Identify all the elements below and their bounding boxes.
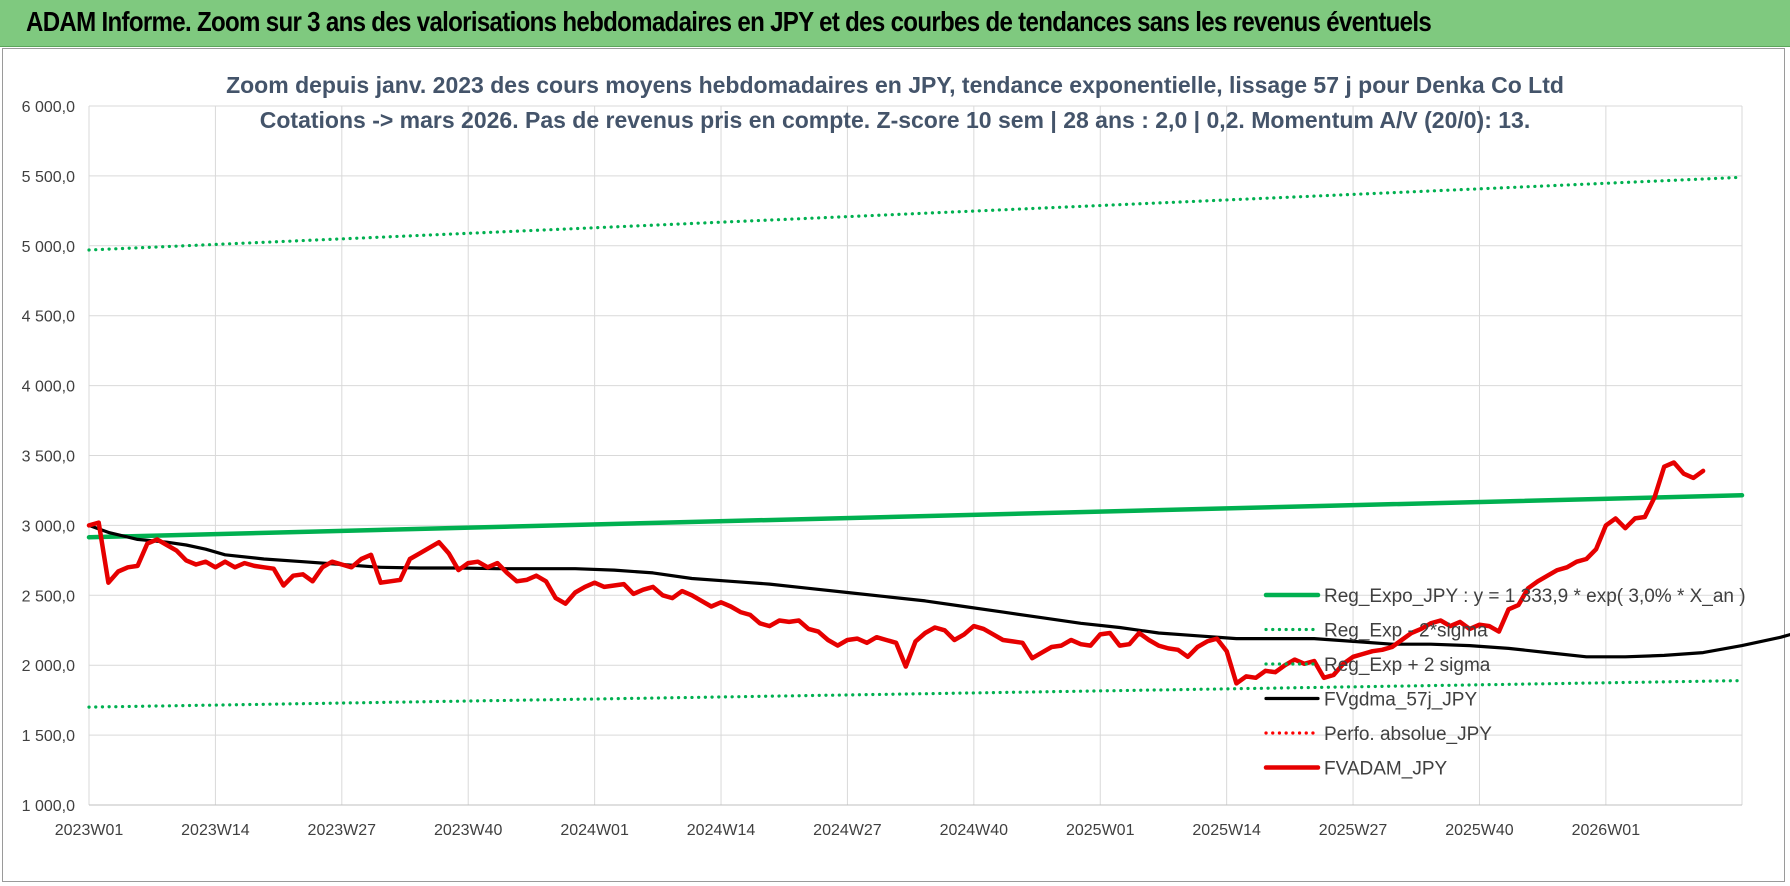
y-tick-label: 6 000,0 [22, 99, 75, 116]
legend-label-4: Perfo. absolue_JPY [1324, 724, 1492, 745]
legend-label-1: Reg_Exp - 2*sigma [1324, 621, 1488, 642]
y-tick-label: 1 000,0 [22, 798, 75, 815]
x-tick-label: 2024W27 [813, 822, 882, 839]
x-tick-label: 2025W01 [1066, 822, 1135, 839]
series-line-1 [87, 679, 1744, 709]
legend-label-3: FVgdma_57j_JPY [1324, 690, 1477, 711]
x-tick-label: 2023W14 [181, 822, 250, 839]
gridlines [88, 105, 1743, 806]
report-title: ADAM Informe. Zoom sur 3 ans des valoris… [26, 6, 1432, 37]
x-tick-label: 2023W27 [308, 822, 377, 839]
legend-label-0: Reg_Expo_JPY : y = 1 333,9 * exp( 3,0% *… [1324, 586, 1746, 607]
series-line-0 [86, 493, 1745, 540]
x-axis-ticks: 2023W01 2023W14 2023W27 2023W40 2024W01 2024W… [55, 822, 1640, 839]
legend: Reg_Expo_JPY : y = 1 333,9 * exp( 3,0% *… [1263, 586, 1746, 780]
x-tick-label: 2024W40 [940, 822, 1009, 839]
y-tick-label: 4 500,0 [22, 309, 75, 326]
series-layer [86, 175, 1790, 709]
y-tick-label: 1 500,0 [22, 728, 75, 745]
y-tick-label: 4 000,0 [22, 379, 75, 396]
y-tick-label: 2 000,0 [22, 658, 75, 675]
x-tick-label: 2024W01 [560, 822, 629, 839]
series-line-5 [86, 460, 1706, 686]
x-tick-label: 2023W01 [55, 822, 124, 839]
x-tick-label: 2023W40 [434, 822, 503, 839]
y-tick-label: 3 000,0 [22, 518, 75, 535]
chart-title: Zoom depuis janv. 2023 des cours moyens … [226, 72, 1564, 98]
y-tick-label: 2 500,0 [22, 588, 75, 605]
legend-label-5: FVADAM_JPY [1324, 759, 1448, 780]
x-tick-label: 2025W14 [1192, 822, 1261, 839]
chart-frame [2, 48, 1785, 882]
x-tick-label: 2024W14 [687, 822, 756, 839]
y-tick-label: 5 500,0 [22, 169, 75, 186]
chart-subtitle: Cotations -> mars 2026. Pas de revenus p… [260, 107, 1530, 133]
series-line-2 [87, 175, 1744, 252]
y-tick-label: 3 500,0 [22, 449, 75, 466]
y-axis-ticks: 6 000,0 5 500,0 5 000,0 4 500,0 4 000,0 3 500… [22, 99, 75, 815]
x-tick-label: 2025W40 [1445, 822, 1514, 839]
x-tick-label: 2025W27 [1319, 822, 1388, 839]
y-tick-label: 5 000,0 [22, 239, 75, 256]
x-tick-label: 2026W01 [1572, 822, 1641, 839]
legend-label-2: Reg_Exp + 2 sigma [1324, 655, 1491, 676]
report-banner: ADAM Informe. Zoom sur 3 ans des valoris… [0, 0, 1790, 47]
